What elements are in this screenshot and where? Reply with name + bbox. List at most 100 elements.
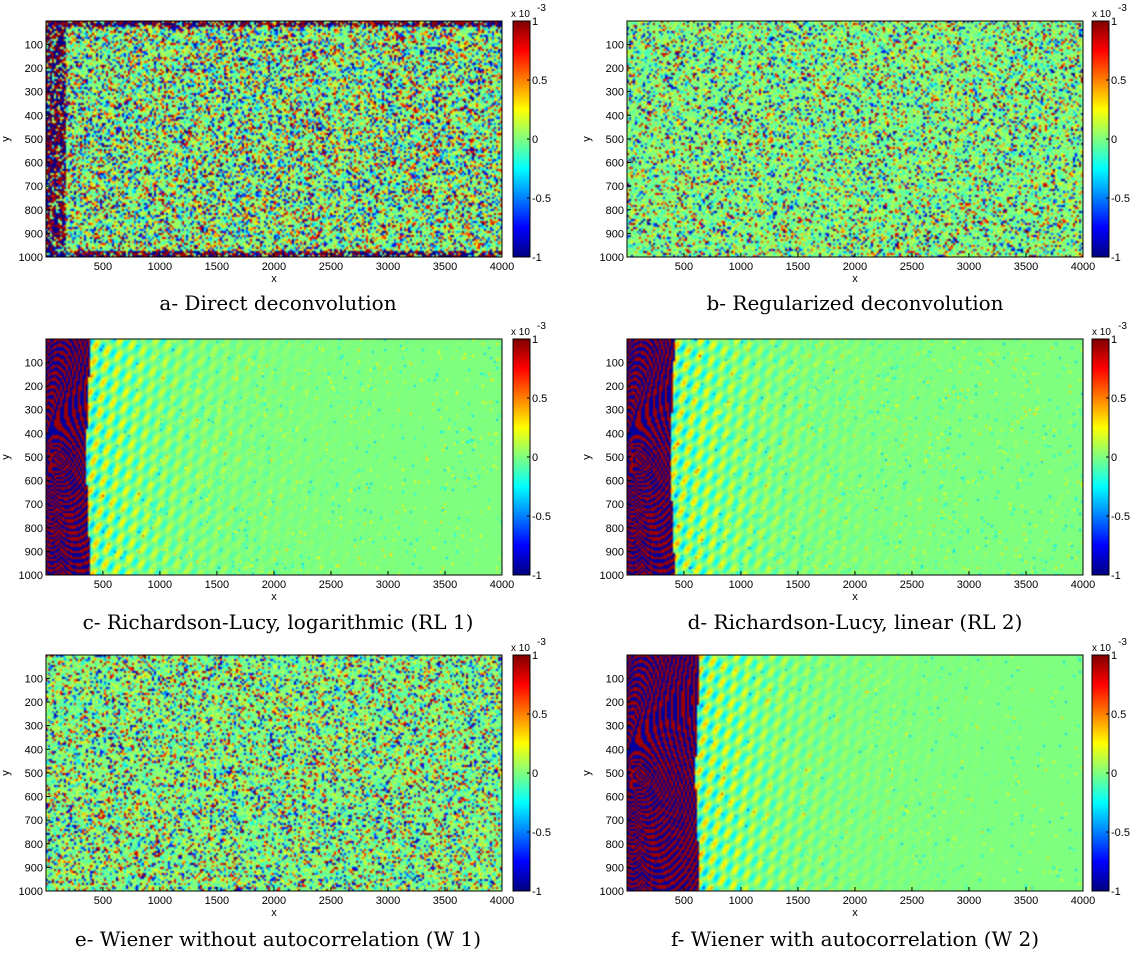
colorbar-tick-label: 0.5 xyxy=(532,393,547,405)
colorbar-tick-label: -0.5 xyxy=(532,827,551,839)
x-tick-label: 4000 xyxy=(490,895,514,907)
axis-ticks-b: 500 1000 1500 2000 2500 3000 3500 4000 100 200 300… xyxy=(600,39,1096,273)
y-tick-label: 500 xyxy=(25,134,43,146)
y-tick-label: 200 xyxy=(25,697,43,709)
y-tick-label: 800 xyxy=(606,205,624,217)
colorbar-tick-label: -0.5 xyxy=(1111,827,1130,839)
y-tick-label: 800 xyxy=(25,523,43,535)
y-tick-label: 1000 xyxy=(600,886,624,898)
colorbar-ticks-b: 1 0.5 0 -0.5 -1 xyxy=(1106,16,1130,264)
x-tick-label: 3500 xyxy=(433,579,457,591)
y-tick-label: 300 xyxy=(25,721,43,733)
y-tick-label: 900 xyxy=(25,546,43,558)
y-tick-label: 500 xyxy=(606,134,624,146)
y-tick-label: 1000 xyxy=(19,570,43,582)
colorbar-tick-label: -0.5 xyxy=(532,193,551,205)
x-tick-label: 1000 xyxy=(729,895,753,907)
y-tick-label: 600 xyxy=(606,476,624,488)
x-tick-label: 500 xyxy=(94,895,112,907)
y-tick-label: 800 xyxy=(25,205,43,217)
y-axis-label-a: y xyxy=(0,136,12,142)
y-tick-label: 100 xyxy=(606,39,624,51)
x-tick-label: 3000 xyxy=(957,261,981,273)
colorbar-tick-label: 1 xyxy=(532,650,538,662)
colorbar-tick-label: 0 xyxy=(532,452,538,464)
x-tick-label: 4000 xyxy=(1071,895,1095,907)
colorbar-multiplier-e: x 10 xyxy=(511,643,530,654)
x-tick-label: 3500 xyxy=(1014,261,1038,273)
y-tick-label: 1000 xyxy=(600,252,624,264)
colorbar-tick-label: -1 xyxy=(532,252,542,264)
colorbar-tick-label: 0.5 xyxy=(532,75,547,87)
y-tick-label: 1000 xyxy=(19,886,43,898)
x-tick-label: 1000 xyxy=(148,579,172,591)
colorbar-tick-label: 1 xyxy=(532,16,538,28)
caption-d: d- Richardson-Lucy, linear (RL 2) xyxy=(688,610,1023,634)
colorbar-exponent-c: -3 xyxy=(537,321,546,332)
x-tick-label: 3000 xyxy=(957,895,981,907)
y-tick-label: 200 xyxy=(25,63,43,75)
x-tick-label: 3000 xyxy=(376,895,400,907)
colorbar-tick-label: 0 xyxy=(532,768,538,780)
y-tick-label: 200 xyxy=(606,697,624,709)
x-axis-label-d: x xyxy=(852,591,858,603)
y-tick-label: 400 xyxy=(25,744,43,756)
colorbar-ticks-c: 1 0.5 0 -0.5 -1 xyxy=(527,334,551,582)
colorbar-tick-label: 0.5 xyxy=(532,709,547,721)
x-tick-label: 1000 xyxy=(148,261,172,273)
x-tick-label: 4000 xyxy=(1071,579,1095,591)
x-tick-label: 3500 xyxy=(433,895,457,907)
x-tick-label: 3000 xyxy=(376,261,400,273)
x-axis-label-f: x xyxy=(852,907,858,919)
y-tick-label: 700 xyxy=(606,499,624,511)
caption-c: c- Richardson-Lucy, logarithmic (RL 1) xyxy=(83,610,474,634)
y-tick-label: 700 xyxy=(606,181,624,193)
heatmap-a xyxy=(46,21,502,257)
x-tick-label: 1500 xyxy=(786,895,810,907)
axis-ticks-d: 500 1000 1500 2000 2500 3000 3500 4000 100 200 300… xyxy=(600,357,1096,591)
caption-e: e- Wiener without autocorrelation (W 1) xyxy=(75,927,481,951)
heatmap-b xyxy=(627,21,1083,257)
y-tick-label: 400 xyxy=(606,110,624,122)
x-tick-label: 3000 xyxy=(957,579,981,591)
y-tick-label: 100 xyxy=(25,39,43,51)
y-tick-label: 1000 xyxy=(19,252,43,264)
x-tick-label: 3500 xyxy=(433,261,457,273)
y-tick-label: 200 xyxy=(25,381,43,393)
y-tick-label: 300 xyxy=(606,721,624,733)
colorbar-tick-label: -0.5 xyxy=(1111,193,1130,205)
colorbar-multiplier-d: x 10 xyxy=(1092,327,1111,338)
y-tick-label: 100 xyxy=(606,357,624,369)
axis-ticks-e: 500 1000 1500 2000 2500 3000 3500 4000 100 200 300… xyxy=(19,673,515,907)
colorbar-exponent-a: -3 xyxy=(537,3,546,14)
axis-ticks-f: 500 1000 1500 2000 2500 3000 3500 4000 100 200 300… xyxy=(600,673,1096,907)
colorbar-tick-label: 0.5 xyxy=(1111,75,1126,87)
y-tick-label: 300 xyxy=(25,405,43,417)
y-tick-label: 600 xyxy=(25,158,43,170)
y-tick-label: 300 xyxy=(25,87,43,99)
x-tick-label: 500 xyxy=(675,895,693,907)
y-tick-label: 600 xyxy=(606,792,624,804)
y-tick-label: 900 xyxy=(606,228,624,240)
x-tick-label: 4000 xyxy=(1071,261,1095,273)
y-tick-label: 400 xyxy=(25,428,43,440)
y-axis-label-b: y xyxy=(581,136,593,142)
y-tick-label: 500 xyxy=(606,768,624,780)
colorbar-exponent-e: -3 xyxy=(537,637,546,648)
y-tick-label: 600 xyxy=(25,476,43,488)
x-tick-label: 500 xyxy=(675,579,693,591)
y-tick-label: 400 xyxy=(25,110,43,122)
heatmap-e xyxy=(46,655,502,891)
panel-b: 500 1000 1500 2000 2500 3000 3500 4000100200300… xyxy=(581,3,1130,315)
x-axis-label-a: x xyxy=(271,273,277,285)
y-tick-label: 200 xyxy=(606,63,624,75)
y-axis-label-c: y xyxy=(0,454,12,460)
y-tick-label: 100 xyxy=(606,673,624,685)
panel-a: 500 1000 1500 2000 2500 3000 3500 4000100200300… xyxy=(0,3,551,315)
colorbar-multiplier-c: x 10 xyxy=(511,327,530,338)
x-axis-label-c: x xyxy=(271,591,277,603)
colorbar-ticks-e: 1 0.5 0 -0.5 -1 xyxy=(527,650,551,898)
caption-b: b- Regularized deconvolution xyxy=(706,291,1003,315)
colorbar-multiplier-a: x 10 xyxy=(511,9,530,20)
